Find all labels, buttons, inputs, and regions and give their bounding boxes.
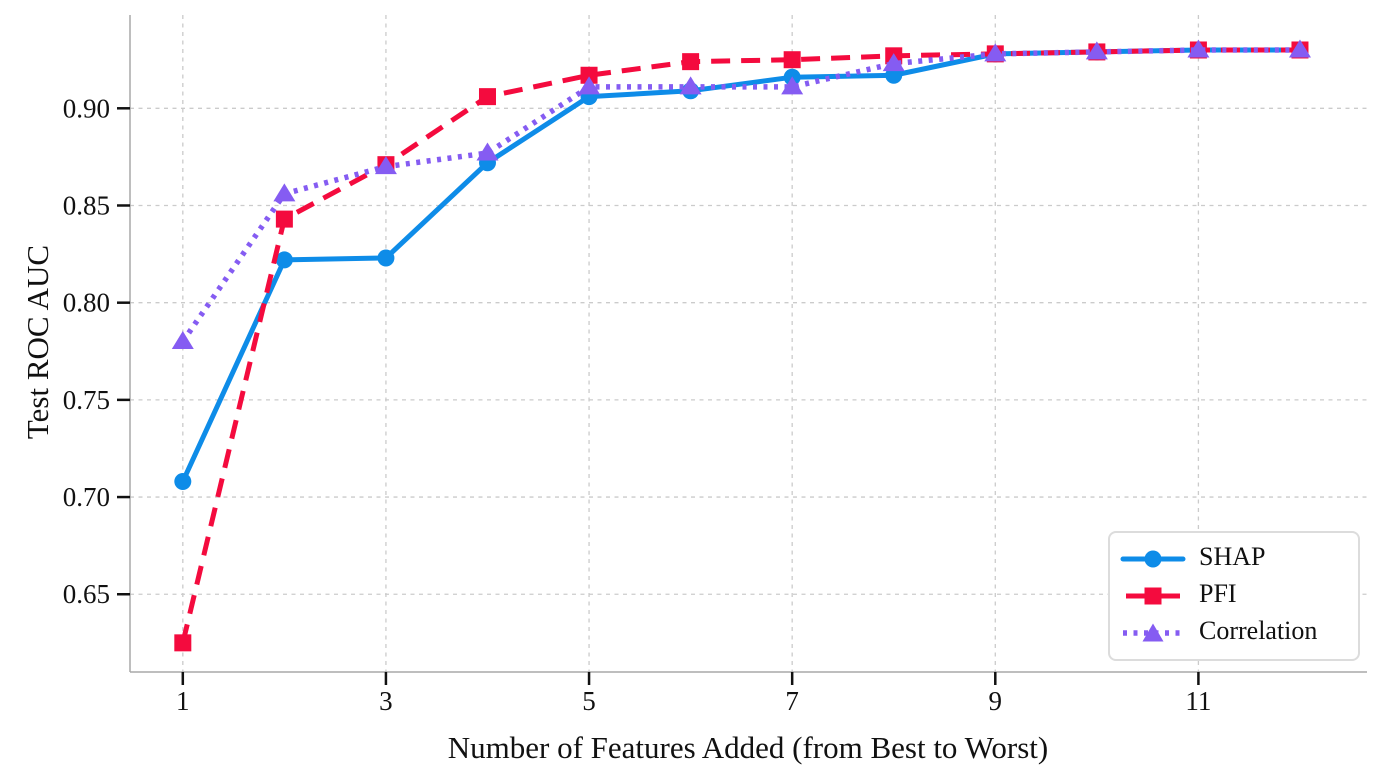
y-tick-label: 0.85	[63, 190, 110, 220]
x-tick-label: 3	[379, 686, 393, 716]
data-point-shap	[377, 249, 395, 267]
series-line-pfi	[180, 47, 1300, 644]
legend: SHAP PFI Correlation	[1108, 531, 1360, 661]
x-tick-label: 9	[989, 686, 1003, 716]
data-point-correlation	[171, 331, 194, 350]
y-tick-label: 0.70	[63, 482, 110, 512]
x-tick-label: 11	[1185, 686, 1211, 716]
x-tick-label: 1	[176, 686, 190, 716]
legend-item-pfi: PFI	[1120, 577, 1346, 614]
legend-label-shap: SHAP	[1199, 542, 1266, 571]
data-point-correlation	[679, 76, 702, 95]
x-axis-title: Number of Features Added (from Best to W…	[447, 730, 1049, 765]
data-point-shap	[275, 251, 293, 269]
y-tick-label: 0.75	[63, 385, 110, 415]
series-line-shap	[180, 47, 1303, 485]
shap-line-sample-icon	[1120, 550, 1186, 567]
x-tick-label: 7	[785, 686, 799, 716]
legend-label-pfi: PFI	[1199, 579, 1237, 608]
y-tick-label: 0.65	[63, 579, 110, 609]
data-point-correlation	[1085, 41, 1108, 60]
y-tick-label: 0.80	[63, 288, 110, 318]
data-point-correlation	[1187, 39, 1210, 58]
data-point-pfi	[682, 53, 700, 71]
data-point-pfi	[275, 210, 293, 228]
x-tick-label: 5	[582, 686, 596, 716]
data-point-pfi	[478, 88, 496, 106]
legend-item-correlation: Correlation	[1120, 614, 1346, 651]
pfi-line-sample-icon	[1126, 587, 1180, 604]
data-point-correlation	[476, 142, 499, 161]
data-point-correlation	[578, 76, 601, 95]
data-point-correlation	[984, 43, 1007, 62]
data-point-correlation	[273, 183, 296, 202]
data-point-correlation	[374, 156, 397, 175]
data-point-correlation	[781, 76, 804, 95]
y-axis-title: Test ROC AUC	[20, 244, 55, 440]
data-point-pfi	[174, 634, 192, 652]
correlation-line-sample-icon	[1123, 623, 1183, 641]
data-point-pfi	[783, 51, 801, 69]
data-point-correlation	[882, 53, 905, 72]
data-point-pfi	[580, 66, 598, 84]
legend-label-correlation: Correlation	[1199, 616, 1318, 645]
y-tick-label: 0.90	[63, 93, 110, 123]
series-line-correlation	[180, 47, 1300, 344]
data-point-correlation	[1288, 39, 1311, 58]
data-point-shap	[174, 473, 192, 491]
legend-item-shap: SHAP	[1120, 540, 1346, 577]
